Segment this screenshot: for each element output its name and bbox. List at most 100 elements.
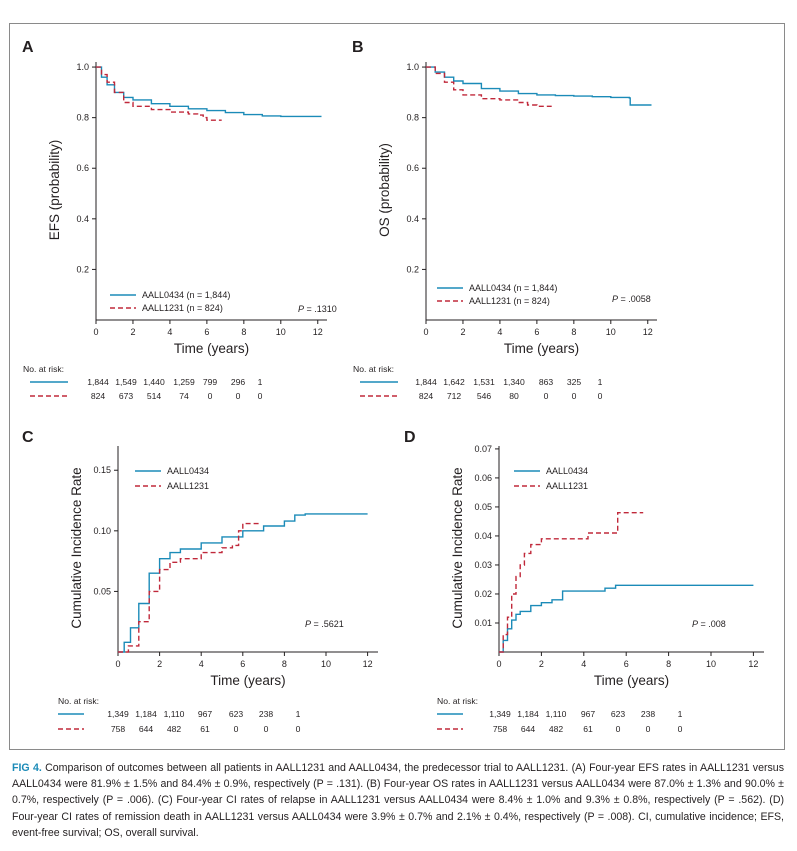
- at-risk-count: 80: [509, 391, 519, 401]
- x-tick-label: 4: [199, 659, 204, 669]
- at-risk-count: 1,349: [489, 709, 511, 719]
- x-tick-label: 4: [581, 659, 586, 669]
- p-value: P = .0058: [612, 294, 651, 304]
- at-risk-count: 0: [572, 391, 577, 401]
- x-tick-label: 6: [534, 327, 539, 337]
- x-tick-label: 2: [460, 327, 465, 337]
- at-risk-count: 296: [231, 377, 246, 387]
- x-axis-title: Time (years): [174, 341, 249, 356]
- y-tick-label: 0.2: [76, 264, 89, 274]
- p-symbol: P: [612, 294, 618, 304]
- at-risk-count: 482: [167, 724, 182, 734]
- at-risk-count: 1: [598, 377, 603, 387]
- x-tick-label: 10: [321, 659, 331, 669]
- at-risk-count: 1,642: [443, 377, 465, 387]
- at-risk-count: 824: [419, 391, 434, 401]
- at-risk-count: 61: [200, 724, 210, 734]
- legend-label-1: AALL0434 (n = 1,844): [469, 283, 557, 293]
- x-tick-label: 12: [748, 659, 758, 669]
- x-tick-label: 6: [240, 659, 245, 669]
- x-tick-label: 4: [167, 327, 172, 337]
- legend-label-2: AALL1231 (n = 824): [469, 296, 550, 306]
- at-risk-count: 1,340: [503, 377, 525, 387]
- panel-letter: C: [22, 429, 34, 446]
- at-risk-count: 238: [259, 709, 274, 719]
- y-tick-label: 0.10: [93, 526, 111, 536]
- at-risk-count: 1: [296, 709, 301, 719]
- at-risk-count: 967: [581, 709, 596, 719]
- series-line-1: [426, 66, 652, 106]
- x-tick-label: 2: [157, 659, 162, 669]
- at-risk-count: 1,844: [87, 377, 109, 387]
- x-tick-label: 10: [276, 327, 286, 337]
- y-tick-label: 1.0: [406, 62, 419, 72]
- series-line-2: [118, 522, 262, 653]
- p-value: P = .1310: [298, 304, 337, 314]
- at-risk-count: 1,259: [173, 377, 195, 387]
- at-risk-count: 758: [111, 724, 126, 734]
- at-risk-count: 482: [549, 724, 564, 734]
- x-tick-label: 12: [643, 327, 653, 337]
- panel-letter: B: [352, 39, 364, 56]
- x-tick-label: 0: [93, 327, 98, 337]
- at-risk-count: 0: [646, 724, 651, 734]
- series-line-2: [499, 512, 644, 653]
- y-tick-label: 0.03: [474, 560, 492, 570]
- at-risk-count: 0: [678, 724, 683, 734]
- legend-label-1: AALL0434: [546, 466, 588, 476]
- at-risk-count: 1,184: [517, 709, 539, 719]
- legend-label-2: AALL1231 (n = 824): [142, 303, 223, 313]
- x-tick-label: 10: [706, 659, 716, 669]
- legend-label-1: AALL0434: [167, 466, 209, 476]
- at-risk-count: 799: [203, 377, 218, 387]
- at-risk-count: 1,349: [107, 709, 129, 719]
- x-tick-label: 10: [606, 327, 616, 337]
- figure-frame: [9, 23, 785, 750]
- p-value-text: = .1310: [304, 304, 337, 314]
- at-risk-label: No. at risk:: [353, 364, 394, 374]
- y-tick-label: 0.4: [406, 214, 419, 224]
- legend-label-1: AALL0434 (n = 1,844): [142, 290, 230, 300]
- p-value: P = .5621: [305, 619, 344, 629]
- y-axis-title: OS (probability): [377, 143, 392, 237]
- at-risk-count: 1: [678, 709, 683, 719]
- panel-letter: A: [22, 39, 34, 56]
- figure-caption: FIG 4. Comparison of outcomes between al…: [12, 760, 784, 841]
- at-risk-label: No. at risk:: [437, 696, 478, 706]
- at-risk-count: 325: [567, 377, 582, 387]
- at-risk-count: 673: [119, 391, 134, 401]
- at-risk-count: 0: [208, 391, 213, 401]
- y-tick-label: 0.8: [406, 113, 419, 123]
- at-risk-label: No. at risk:: [58, 696, 99, 706]
- y-tick-label: 0.8: [76, 113, 89, 123]
- at-risk-count: 0: [236, 391, 241, 401]
- at-risk-count: 967: [198, 709, 213, 719]
- x-tick-label: 8: [282, 659, 287, 669]
- p-symbol: P: [298, 304, 304, 314]
- panel-letter: D: [404, 429, 416, 446]
- at-risk-count: 61: [583, 724, 593, 734]
- p-value-text: = .008: [698, 619, 726, 629]
- series-line-2: [426, 66, 552, 107]
- p-value-text: = .0058: [618, 294, 651, 304]
- x-tick-label: 6: [204, 327, 209, 337]
- y-tick-label: 0.06: [474, 473, 492, 483]
- x-tick-label: 8: [571, 327, 576, 337]
- x-tick-label: 2: [130, 327, 135, 337]
- x-tick-label: 0: [115, 659, 120, 669]
- at-risk-count: 1,440: [143, 377, 165, 387]
- at-risk-count: 0: [544, 391, 549, 401]
- at-risk-count: 1,110: [546, 709, 567, 719]
- at-risk-count: 1,110: [164, 709, 185, 719]
- at-risk-count: 758: [493, 724, 508, 734]
- y-tick-label: 0.2: [406, 264, 419, 274]
- x-tick-label: 0: [496, 659, 501, 669]
- y-tick-label: 0.05: [93, 586, 111, 596]
- at-risk-count: 0: [258, 391, 263, 401]
- y-tick-label: 0.01: [474, 618, 492, 628]
- x-tick-label: 8: [666, 659, 671, 669]
- at-risk-count: 0: [616, 724, 621, 734]
